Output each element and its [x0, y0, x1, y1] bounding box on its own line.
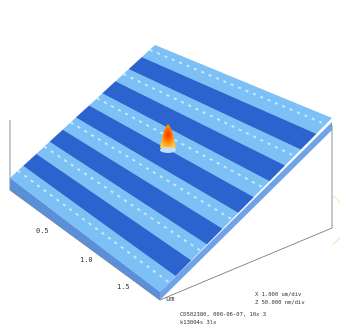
x-tick-label: 1.0: [80, 256, 93, 264]
axis-unit: um: [166, 295, 174, 303]
x-tick-label: 1.5: [117, 283, 130, 291]
surface: [10, 45, 332, 292]
z-scale: Z 50.000 nm/div: [255, 300, 305, 306]
footer-line: CD502380, 000-06-07, 10x 3: [180, 312, 266, 318]
x-tick-label: 0.5: [36, 227, 49, 235]
afm-image: 0.5 1.0 1.5 um X 1.000 um/div Z 50.000 n…: [0, 0, 340, 333]
peak-base: [160, 147, 176, 153]
faint-arc: [332, 195, 340, 245]
x-scale: X 1.000 um/div: [255, 292, 302, 298]
footer-line: k13004s 3lx: [180, 320, 217, 326]
